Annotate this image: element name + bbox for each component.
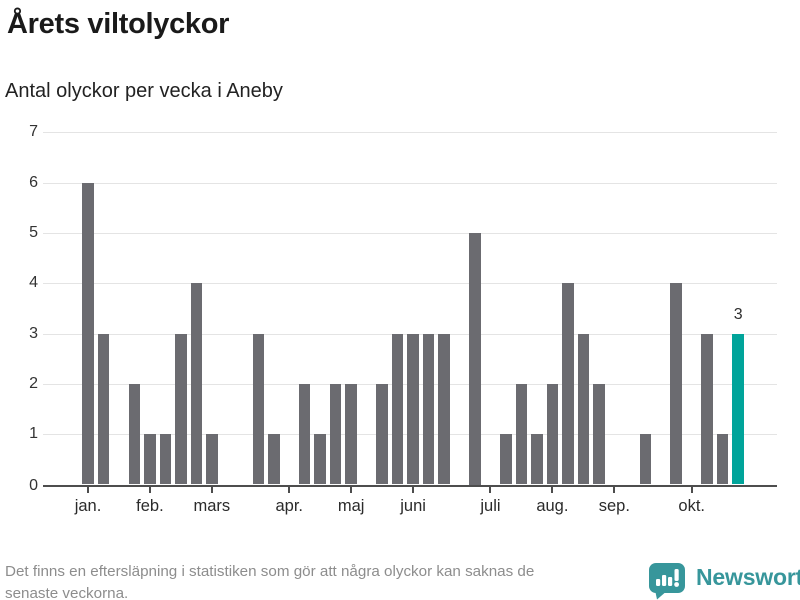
footer-note: Det finns en eftersläpning i statistiken… [5,561,635,600]
x-tick-juli [489,487,492,493]
y-tick-label-7: 7 [29,123,38,141]
x-tick-label-juni: juni [400,497,426,515]
footer-note-line: senaste veckorna. [5,584,129,600]
x-tick-mars [210,487,213,493]
bar-week-26 [469,233,481,485]
bar-week-18 [345,383,357,485]
newsworthy-logo-icon [649,563,685,600]
x-tick-aug. [551,487,554,493]
newsworthy-wordmark: Newsworthy [696,564,800,590]
x-tick-label-jan.: jan. [74,497,102,515]
bar-week-9 [206,434,218,485]
x-tick-okt. [690,487,693,493]
bar-week-37 [639,434,652,485]
y-tick-label-6: 6 [29,173,38,191]
x-tick-label-feb.: feb. [136,497,164,515]
x-tick-apr. [288,487,291,493]
bar-week-32 [562,283,574,485]
x-tick-label-mars: mars [193,497,231,515]
bar-week-2 [97,333,110,485]
bar-week-5 [144,434,156,485]
bar-week-20 [376,383,388,485]
bar-week-16 [314,434,326,485]
bar-week-33 [577,333,590,485]
bar-week-42 [716,434,729,485]
bar-week-4 [128,383,141,485]
bar-week-8 [190,283,203,485]
y-tick-label-3: 3 [29,324,38,342]
x-tick-label-apr.: apr. [275,497,303,515]
bar-week-22 [407,333,419,485]
bar-week-13 [268,434,280,485]
x-tick-juni [412,487,415,493]
x-tick-label-aug.: aug. [536,497,569,515]
bar-week-28 [500,434,512,485]
bar-week-21 [391,333,404,485]
bar-week-7 [175,333,187,485]
gridline-y-6 [43,182,777,184]
bar-week-29 [515,383,528,485]
y-tick-label-1: 1 [29,425,38,443]
gridline-y-4 [43,283,777,285]
bar-week-34 [593,383,605,485]
x-tick-maj [350,487,353,493]
bar-value-label: 3 [733,305,743,323]
x-tick-sep. [613,487,616,493]
gridline-y-7 [43,132,777,134]
gridline-y-5 [43,233,777,234]
bar-week-1 [82,182,94,485]
x-axis-line [43,484,777,487]
y-tick-label-4: 4 [29,274,38,292]
newsworthy-brand: Newsworthy [648,562,800,600]
chart-subtitle: Antal olyckor per vecka i Aneby [5,80,283,102]
highlighted-bar-week-43 [732,333,744,485]
x-tick-feb. [148,487,151,493]
bar-week-23 [422,333,435,485]
y-tick-label-2: 2 [29,374,38,392]
y-tick-label-5: 5 [29,224,38,241]
page-title: Årets viltolyckor [7,8,230,40]
x-tick-jan. [87,487,89,493]
y-tick-label-0: 0 [29,476,38,494]
bar-week-41 [701,333,713,485]
bar-week-39 [670,283,682,485]
bar-week-31 [546,383,559,485]
bar-week-12 [252,333,265,485]
bar-week-15 [298,383,311,485]
x-tick-label-sep.: sep. [598,497,630,515]
x-tick-label-okt.: okt. [678,497,706,515]
bar-week-17 [329,383,342,485]
bar-week-24 [438,333,450,485]
x-tick-label-maj: maj [337,497,365,515]
bar-week-30 [531,434,543,485]
bar-week-6 [159,434,172,485]
footer-note-line: Det finns en eftersläpning i statistiken… [5,563,535,580]
x-tick-label-juli: juli [480,497,501,515]
